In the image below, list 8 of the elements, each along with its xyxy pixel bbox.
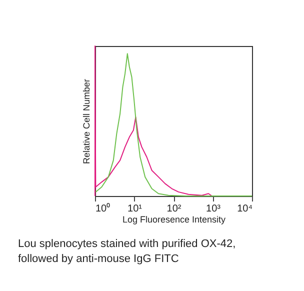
x-tick-label: 10⁰	[96, 202, 111, 214]
y-axis-title: Relative Cell Number	[82, 78, 92, 164]
x-tick-label: 10²	[166, 204, 182, 214]
x-tick-label: 10¹	[128, 204, 143, 214]
text: Lou splenocytes stained with purified OX-42, followed by anti-mouse IgG FITC	[18, 238, 236, 265]
x-axis-title: Log Fluoresence Intensity	[122, 214, 226, 224]
x-tick-label: 10⁴	[237, 204, 252, 214]
x-tick-label: 10³	[206, 204, 222, 214]
